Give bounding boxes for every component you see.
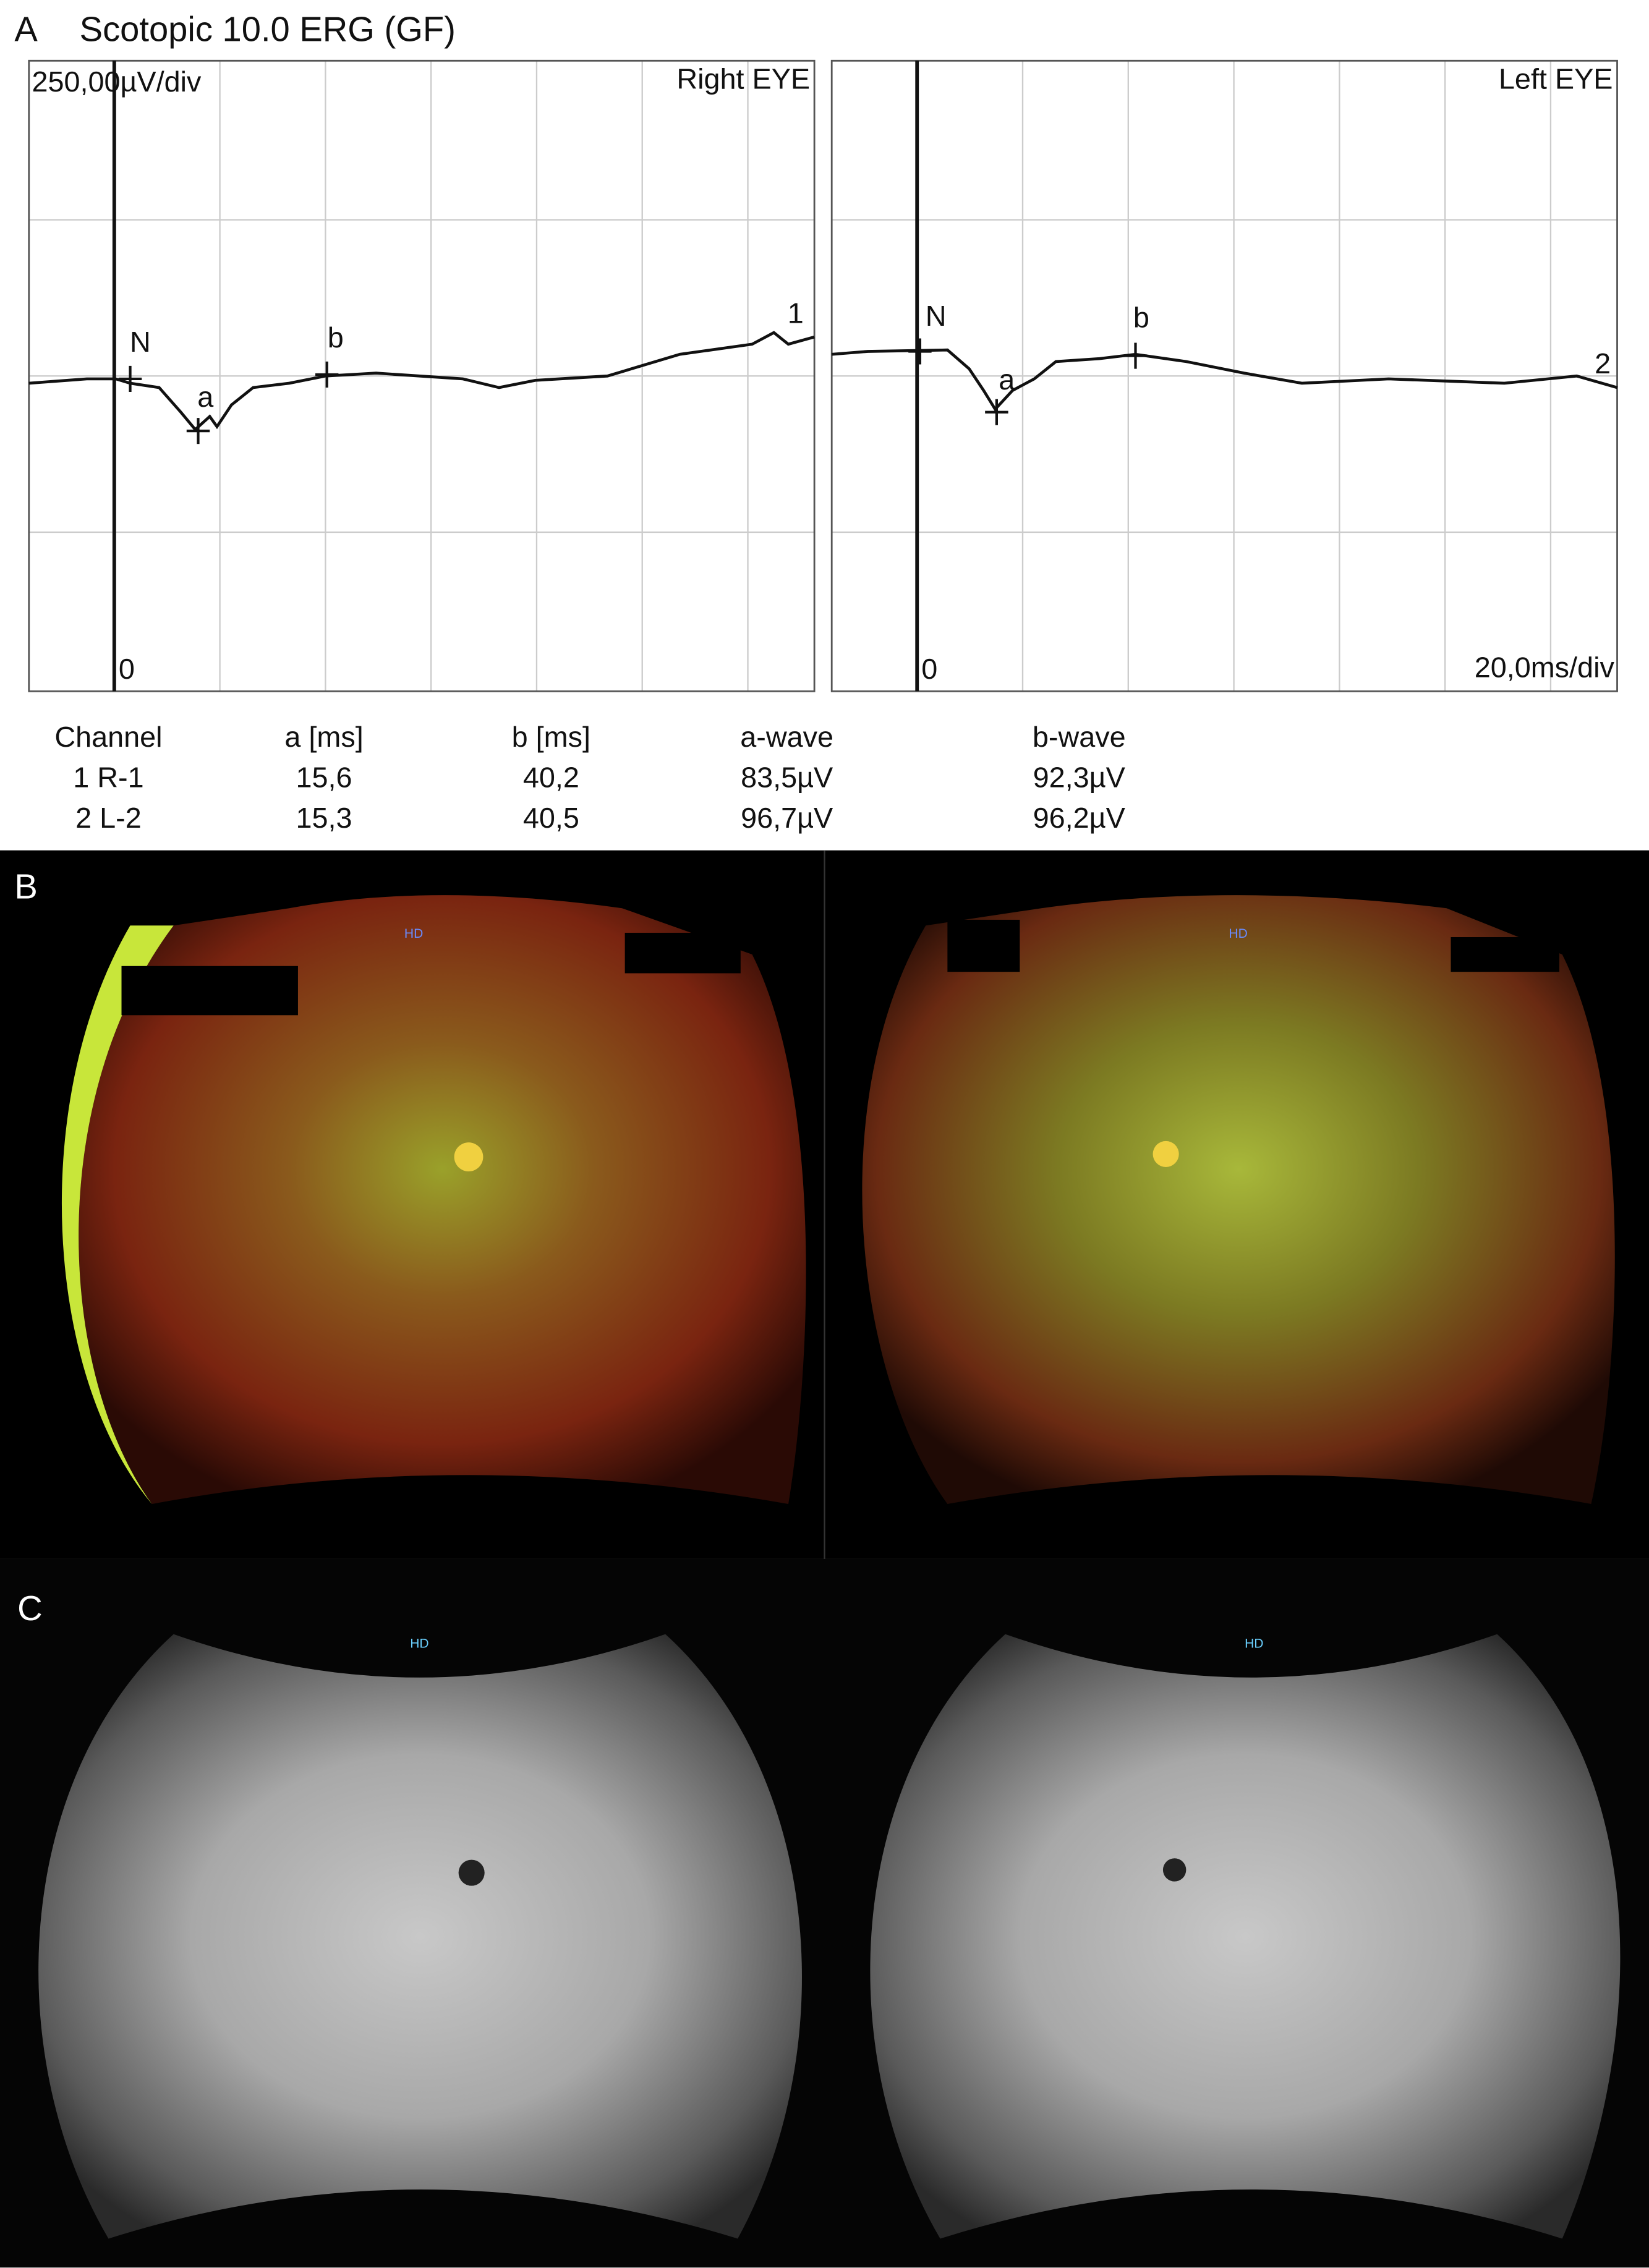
zero-label: 0 xyxy=(119,653,135,685)
optic-disc xyxy=(1162,1858,1187,1882)
redaction xyxy=(1451,937,1559,972)
redaction xyxy=(947,919,1020,972)
marker-label: b xyxy=(328,321,344,354)
table-cell: 96,2µV xyxy=(1033,802,1125,834)
table-cell: 40,5 xyxy=(523,802,579,834)
panel-title: Scotopic 10.0 ERG (GF) xyxy=(80,9,456,48)
fundus-image xyxy=(79,895,806,1505)
table-cell: 92,3µV xyxy=(1033,761,1125,793)
erg-trace xyxy=(832,348,1618,412)
marker-label: N xyxy=(130,326,151,358)
marker-label: a xyxy=(999,363,1015,396)
redaction xyxy=(121,966,298,1016)
image-tag: HD xyxy=(1245,1637,1263,1651)
table-header: a [ms] xyxy=(284,721,363,753)
eye-label: Right EYE xyxy=(676,62,810,95)
table-header: Channel xyxy=(54,721,162,753)
panel-a-bg xyxy=(0,0,1649,851)
zero-label: 0 xyxy=(921,653,937,685)
panel-label: A xyxy=(14,9,38,48)
fundus-image xyxy=(862,895,1615,1505)
redaction xyxy=(624,932,741,974)
autofluorescence-image xyxy=(870,1634,1621,2239)
time-scale: 20,0ms/div xyxy=(1475,652,1615,684)
marker-label: a xyxy=(197,381,214,413)
marker-label: b xyxy=(1133,301,1149,333)
table-header: b-wave xyxy=(1033,721,1126,753)
table-cell: 15,3 xyxy=(296,802,352,834)
plot-frame xyxy=(28,59,816,692)
table-cell: 83,5µV xyxy=(741,761,833,793)
fundus-edge xyxy=(61,925,174,1505)
table-cell: 15,6 xyxy=(296,761,352,793)
plot-frame xyxy=(830,59,1618,692)
table-cell: 40,2 xyxy=(523,761,579,793)
image-tag: HD xyxy=(1229,927,1247,941)
optic-disc xyxy=(1153,1140,1179,1167)
optic-disc xyxy=(458,1859,485,1886)
table-cell: 2 L-2 xyxy=(75,802,142,834)
table-cell: 1 R-1 xyxy=(73,761,143,793)
channel-label: 1 xyxy=(788,297,804,329)
image-tag: HD xyxy=(404,927,423,941)
image-tag: HD xyxy=(410,1637,428,1651)
autofluorescence-image xyxy=(38,1634,802,2239)
amplitude-scale: 250,00µV/div xyxy=(32,66,202,98)
results-table: Channel a [ms] b [ms] a-wave b-wave 1 R-1 15,6… xyxy=(54,721,1125,834)
panel-label: C xyxy=(17,1589,43,1628)
table-header: b [ms] xyxy=(512,721,590,753)
marker-label: N xyxy=(926,300,947,332)
erg-plots: Na b Right EYE 0 1 Na b Left EYE 0 2 xyxy=(28,59,1618,692)
panel-label: B xyxy=(14,867,37,906)
channel-label: 2 xyxy=(1595,347,1611,380)
optic-disc xyxy=(454,1142,484,1171)
eye-label: Left EYE xyxy=(1499,62,1613,95)
table-header: a-wave xyxy=(740,721,833,753)
table-cell: 96,7µV xyxy=(741,802,833,834)
erg-trace xyxy=(28,331,815,432)
